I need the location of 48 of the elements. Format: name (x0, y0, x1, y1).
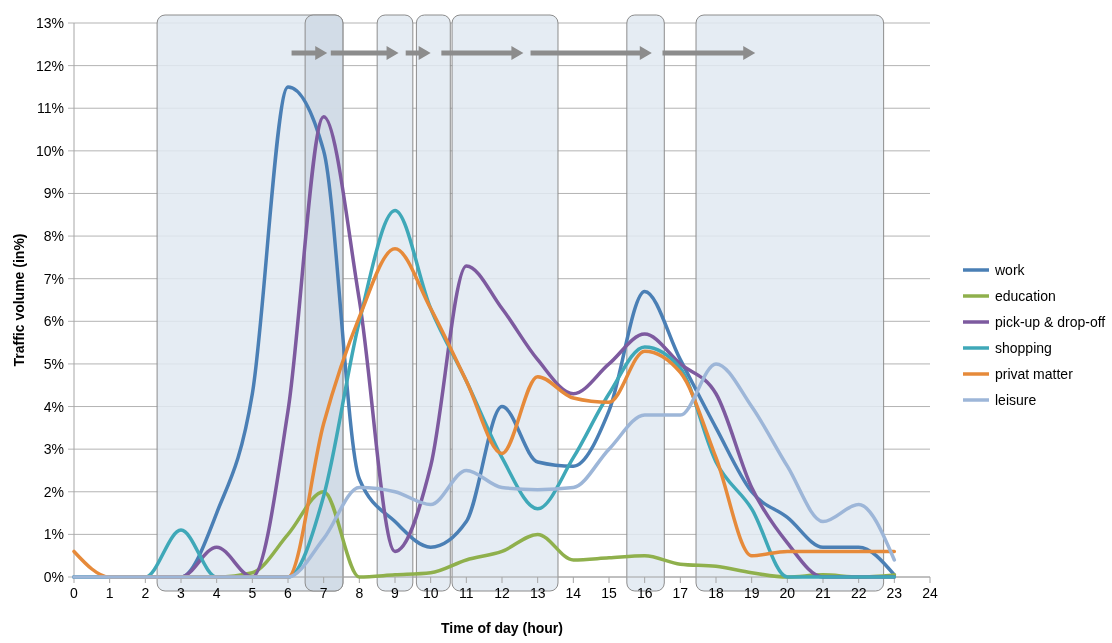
x-tick-label: 21 (815, 585, 831, 601)
x-tick-label: 11 (459, 585, 474, 601)
x-tick-label: 15 (601, 585, 617, 601)
y-tick-label: 3% (43, 441, 64, 458)
y-tick-label: 0% (43, 569, 64, 585)
legend-label: shopping (995, 340, 1052, 356)
x-tick-label: 24 (922, 585, 938, 601)
x-axis-title: Time of day (hour) (441, 620, 563, 636)
legend-label: leisure (995, 392, 1037, 408)
y-tick-label: 4% (43, 398, 64, 415)
legend-label: pick-up & drop-off (995, 314, 1106, 330)
x-tick-label: 23 (886, 585, 903, 601)
x-tick-label: 19 (743, 585, 760, 601)
x-tick-label: 1 (105, 585, 114, 601)
y-axis-title: Traffic volume (in%) (11, 233, 27, 367)
x-tick-label: 3 (177, 585, 186, 601)
line-series (72, 362, 897, 579)
x-tick-label: 18 (708, 585, 724, 601)
y-tick-label: 7% (43, 270, 64, 287)
y-tick-label: 2% (43, 483, 64, 500)
x-tick-label: 8 (355, 585, 364, 601)
legend-label: privat matter (995, 366, 1074, 382)
x-tick-label: 12 (494, 585, 510, 601)
legend-label: work (994, 262, 1026, 278)
x-tick-label: 10 (422, 585, 439, 601)
y-tick-label: 11% (37, 100, 64, 117)
y-tick-label: 9% (43, 185, 64, 202)
y-tick-label: 10% (35, 142, 64, 159)
x-tick-label: 2 (141, 585, 150, 601)
x-tick-label: 13 (529, 585, 546, 601)
x-tick-label: 0 (70, 585, 79, 601)
y-tick-label: 8% (43, 228, 64, 245)
x-tick-label: 6 (284, 585, 293, 601)
y-tick-label: 13% (35, 15, 64, 31)
x-tick-label: 5 (248, 585, 257, 601)
y-tick-label: 5% (43, 355, 64, 372)
x-tick-label: 22 (850, 585, 867, 601)
y-tick-label: 6% (43, 313, 64, 330)
x-tick-label: 17 (672, 585, 689, 601)
y-tick-label: 1% (43, 526, 64, 543)
x-tick-label: 7 (319, 585, 328, 601)
x-tick-label: 14 (565, 585, 582, 601)
x-tick-label: 4 (212, 585, 221, 601)
x-tick-label: 16 (636, 585, 653, 601)
x-tick-label: 20 (779, 585, 796, 601)
legend-label: education (995, 288, 1056, 304)
y-tick-label: 12% (35, 57, 64, 74)
x-tick-label: 9 (391, 585, 400, 601)
